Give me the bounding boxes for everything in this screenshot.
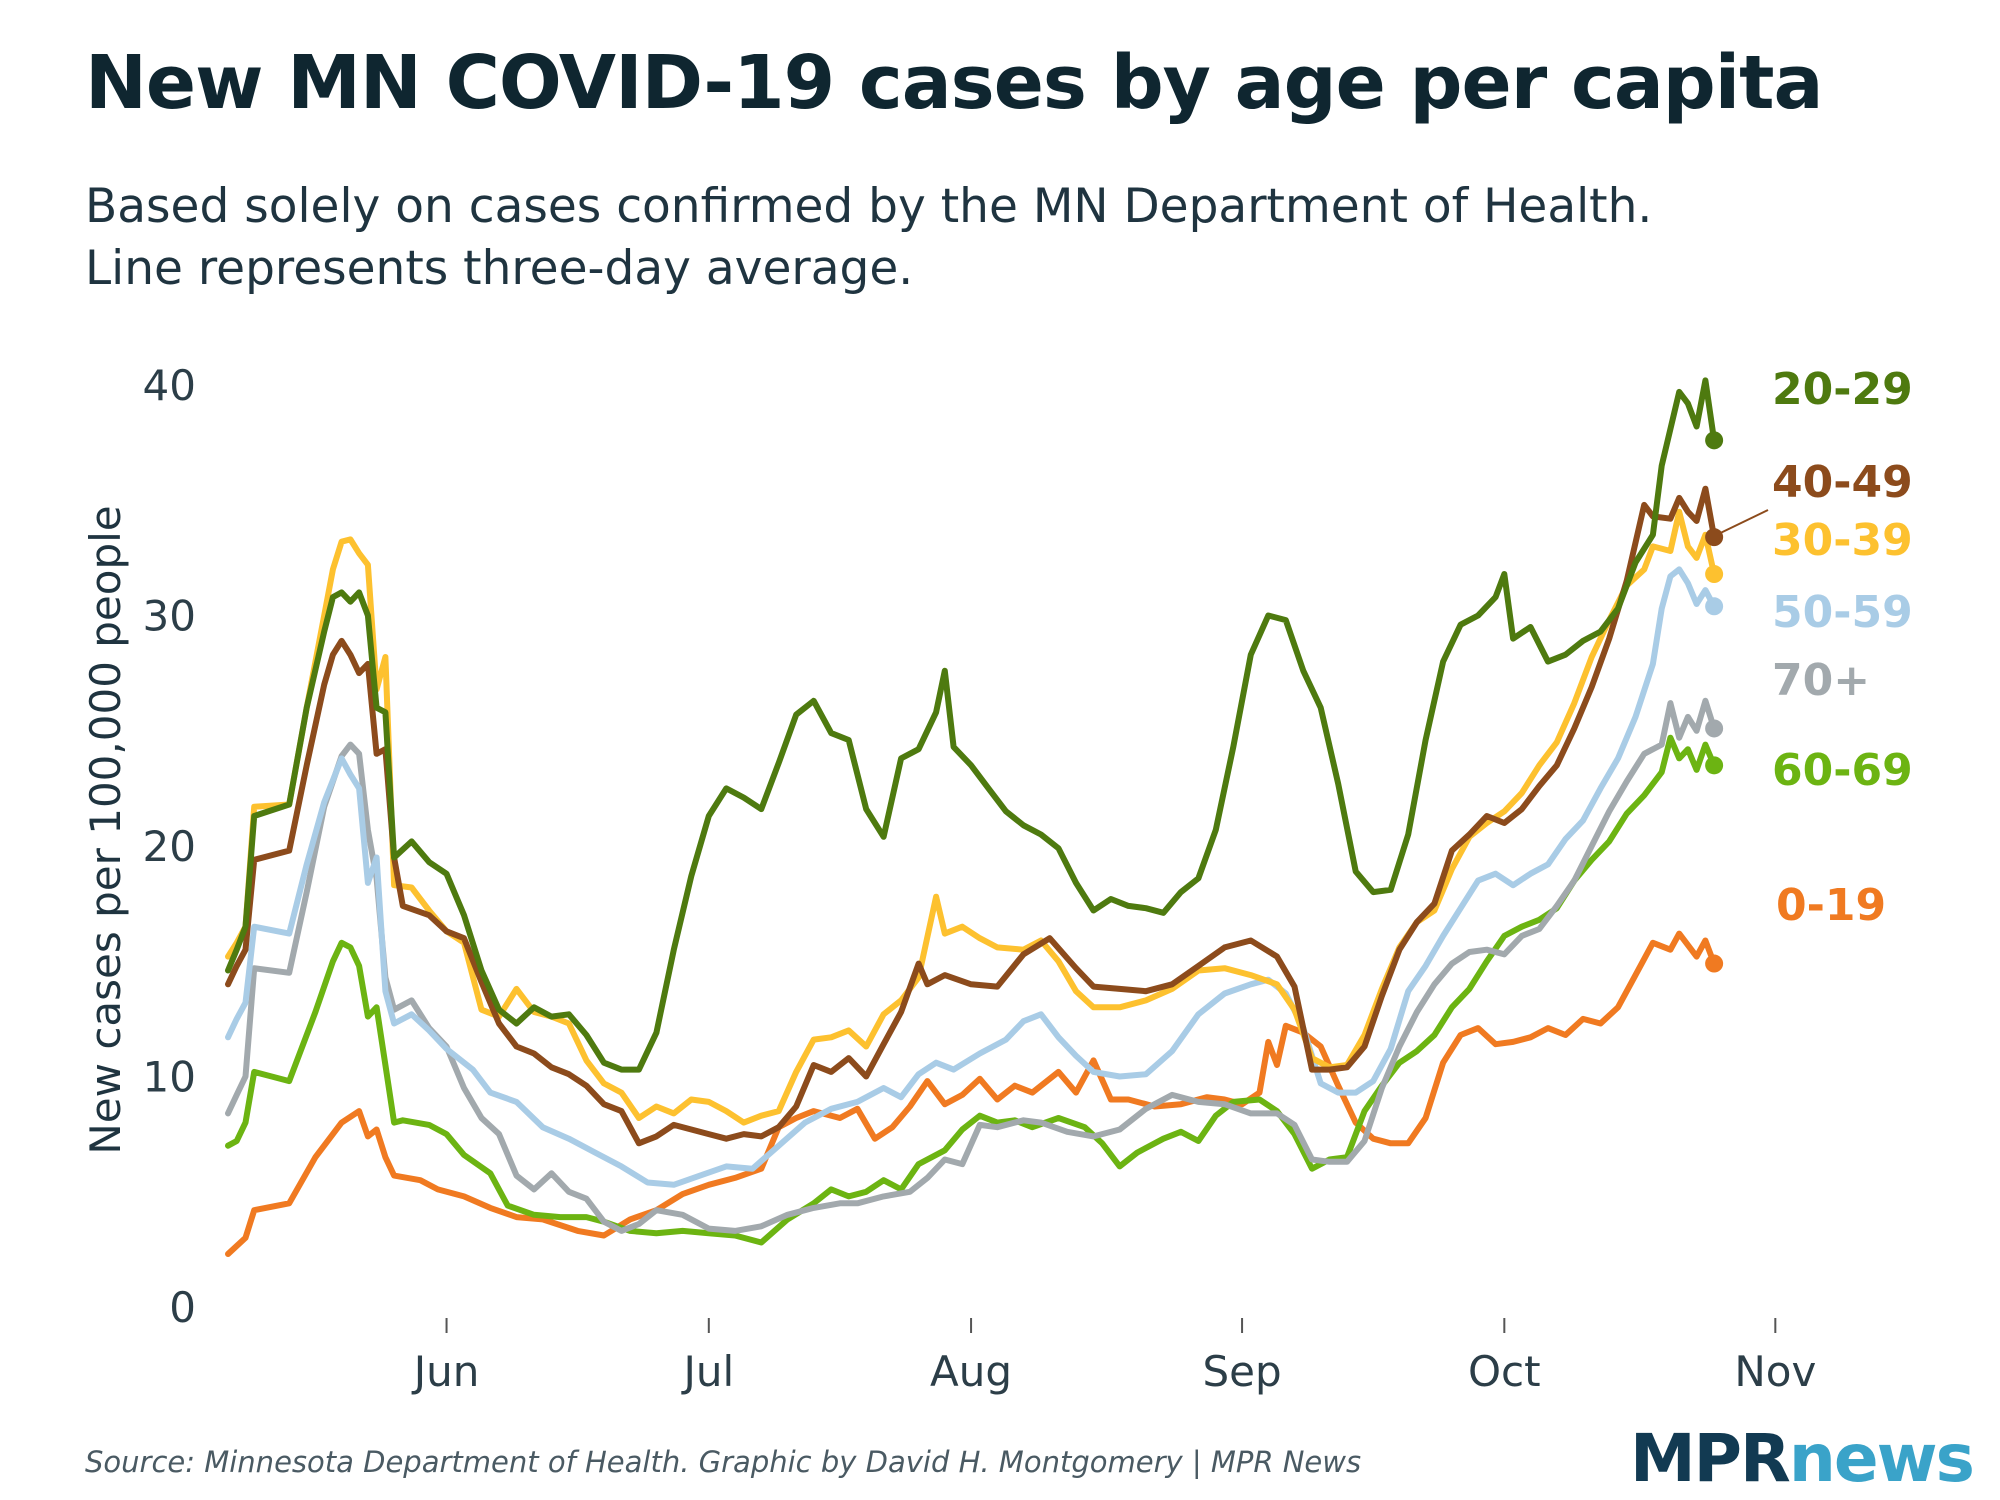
series-label-50-59: 50-59 (1772, 587, 1913, 638)
x-tick-label: Aug (930, 1347, 1012, 1396)
series-line-20-29 (225, 377, 1718, 1073)
y-tick-label: 40 (143, 361, 196, 410)
series-line-0-19 (225, 930, 1718, 1257)
source-note: Source: Minnesota Department of Health. … (85, 1445, 1362, 1479)
y-tick-label: 20 (143, 822, 196, 871)
series-endpoint-70+ (1705, 719, 1724, 738)
label-connector-40-49 (1719, 509, 1769, 535)
y-tick-label: 30 (143, 592, 196, 641)
series-label-20-29: 20-29 (1772, 364, 1913, 415)
series-line-30-39 (225, 508, 1718, 1126)
x-axis: Jun Jul Aug Sep Oct Nov (411, 1318, 1816, 1396)
x-tick-label: Sep (1202, 1347, 1281, 1396)
series-endpoint-60-69 (1705, 756, 1724, 775)
series-lines (225, 377, 1724, 1257)
y-tick-label: 0 (169, 1283, 196, 1332)
y-tick-label: 10 (143, 1053, 196, 1102)
y-axis-label: New cases per 100,000 people (81, 505, 130, 1154)
subtitle-line-2: Line represents three-day average. (85, 241, 914, 296)
series-label-0-19: 0-19 (1776, 880, 1886, 931)
series-endpoint-0-19 (1705, 954, 1724, 973)
x-tick-label: Jul (680, 1347, 734, 1396)
series-line-50-59 (225, 566, 1718, 1188)
chart-subtitle: Based solely on cases confirmed by the M… (85, 176, 1652, 300)
series-line-40-49 (225, 485, 1718, 1147)
mpr-news-logo[interactable]: MPRnews (1630, 1420, 1975, 1497)
logo-mpr: MPR (1630, 1420, 1791, 1497)
series-line-60-69 (225, 734, 1718, 1246)
x-tick-label: Oct (1468, 1347, 1541, 1396)
subtitle-line-1: Based solely on cases confirmed by the M… (85, 179, 1653, 234)
chart-title: New MN COVID-19 cases by age per capita (85, 40, 1823, 126)
series-label-70+: 70+ (1772, 655, 1870, 706)
x-tick-label: Nov (1734, 1347, 1816, 1396)
series-label-30-39: 30-39 (1772, 515, 1913, 566)
series-endpoint-50-59 (1705, 597, 1724, 616)
series-label-40-49: 40-49 (1772, 457, 1913, 508)
logo-news: news (1788, 1420, 1975, 1497)
series-endpoint-40-49 (1705, 528, 1724, 547)
series-label-60-69: 60-69 (1772, 745, 1913, 796)
series-labels: 20-29 40-49 30-39 50-59 70+ 60-69 0-19 (1719, 364, 1913, 931)
x-tick-label: Jun (411, 1347, 480, 1396)
series-endpoint-30-39 (1705, 565, 1724, 584)
series-endpoint-20-29 (1705, 431, 1724, 450)
y-axis: 0 10 20 30 40 (143, 361, 196, 1332)
series-line-70+ (225, 697, 1718, 1234)
